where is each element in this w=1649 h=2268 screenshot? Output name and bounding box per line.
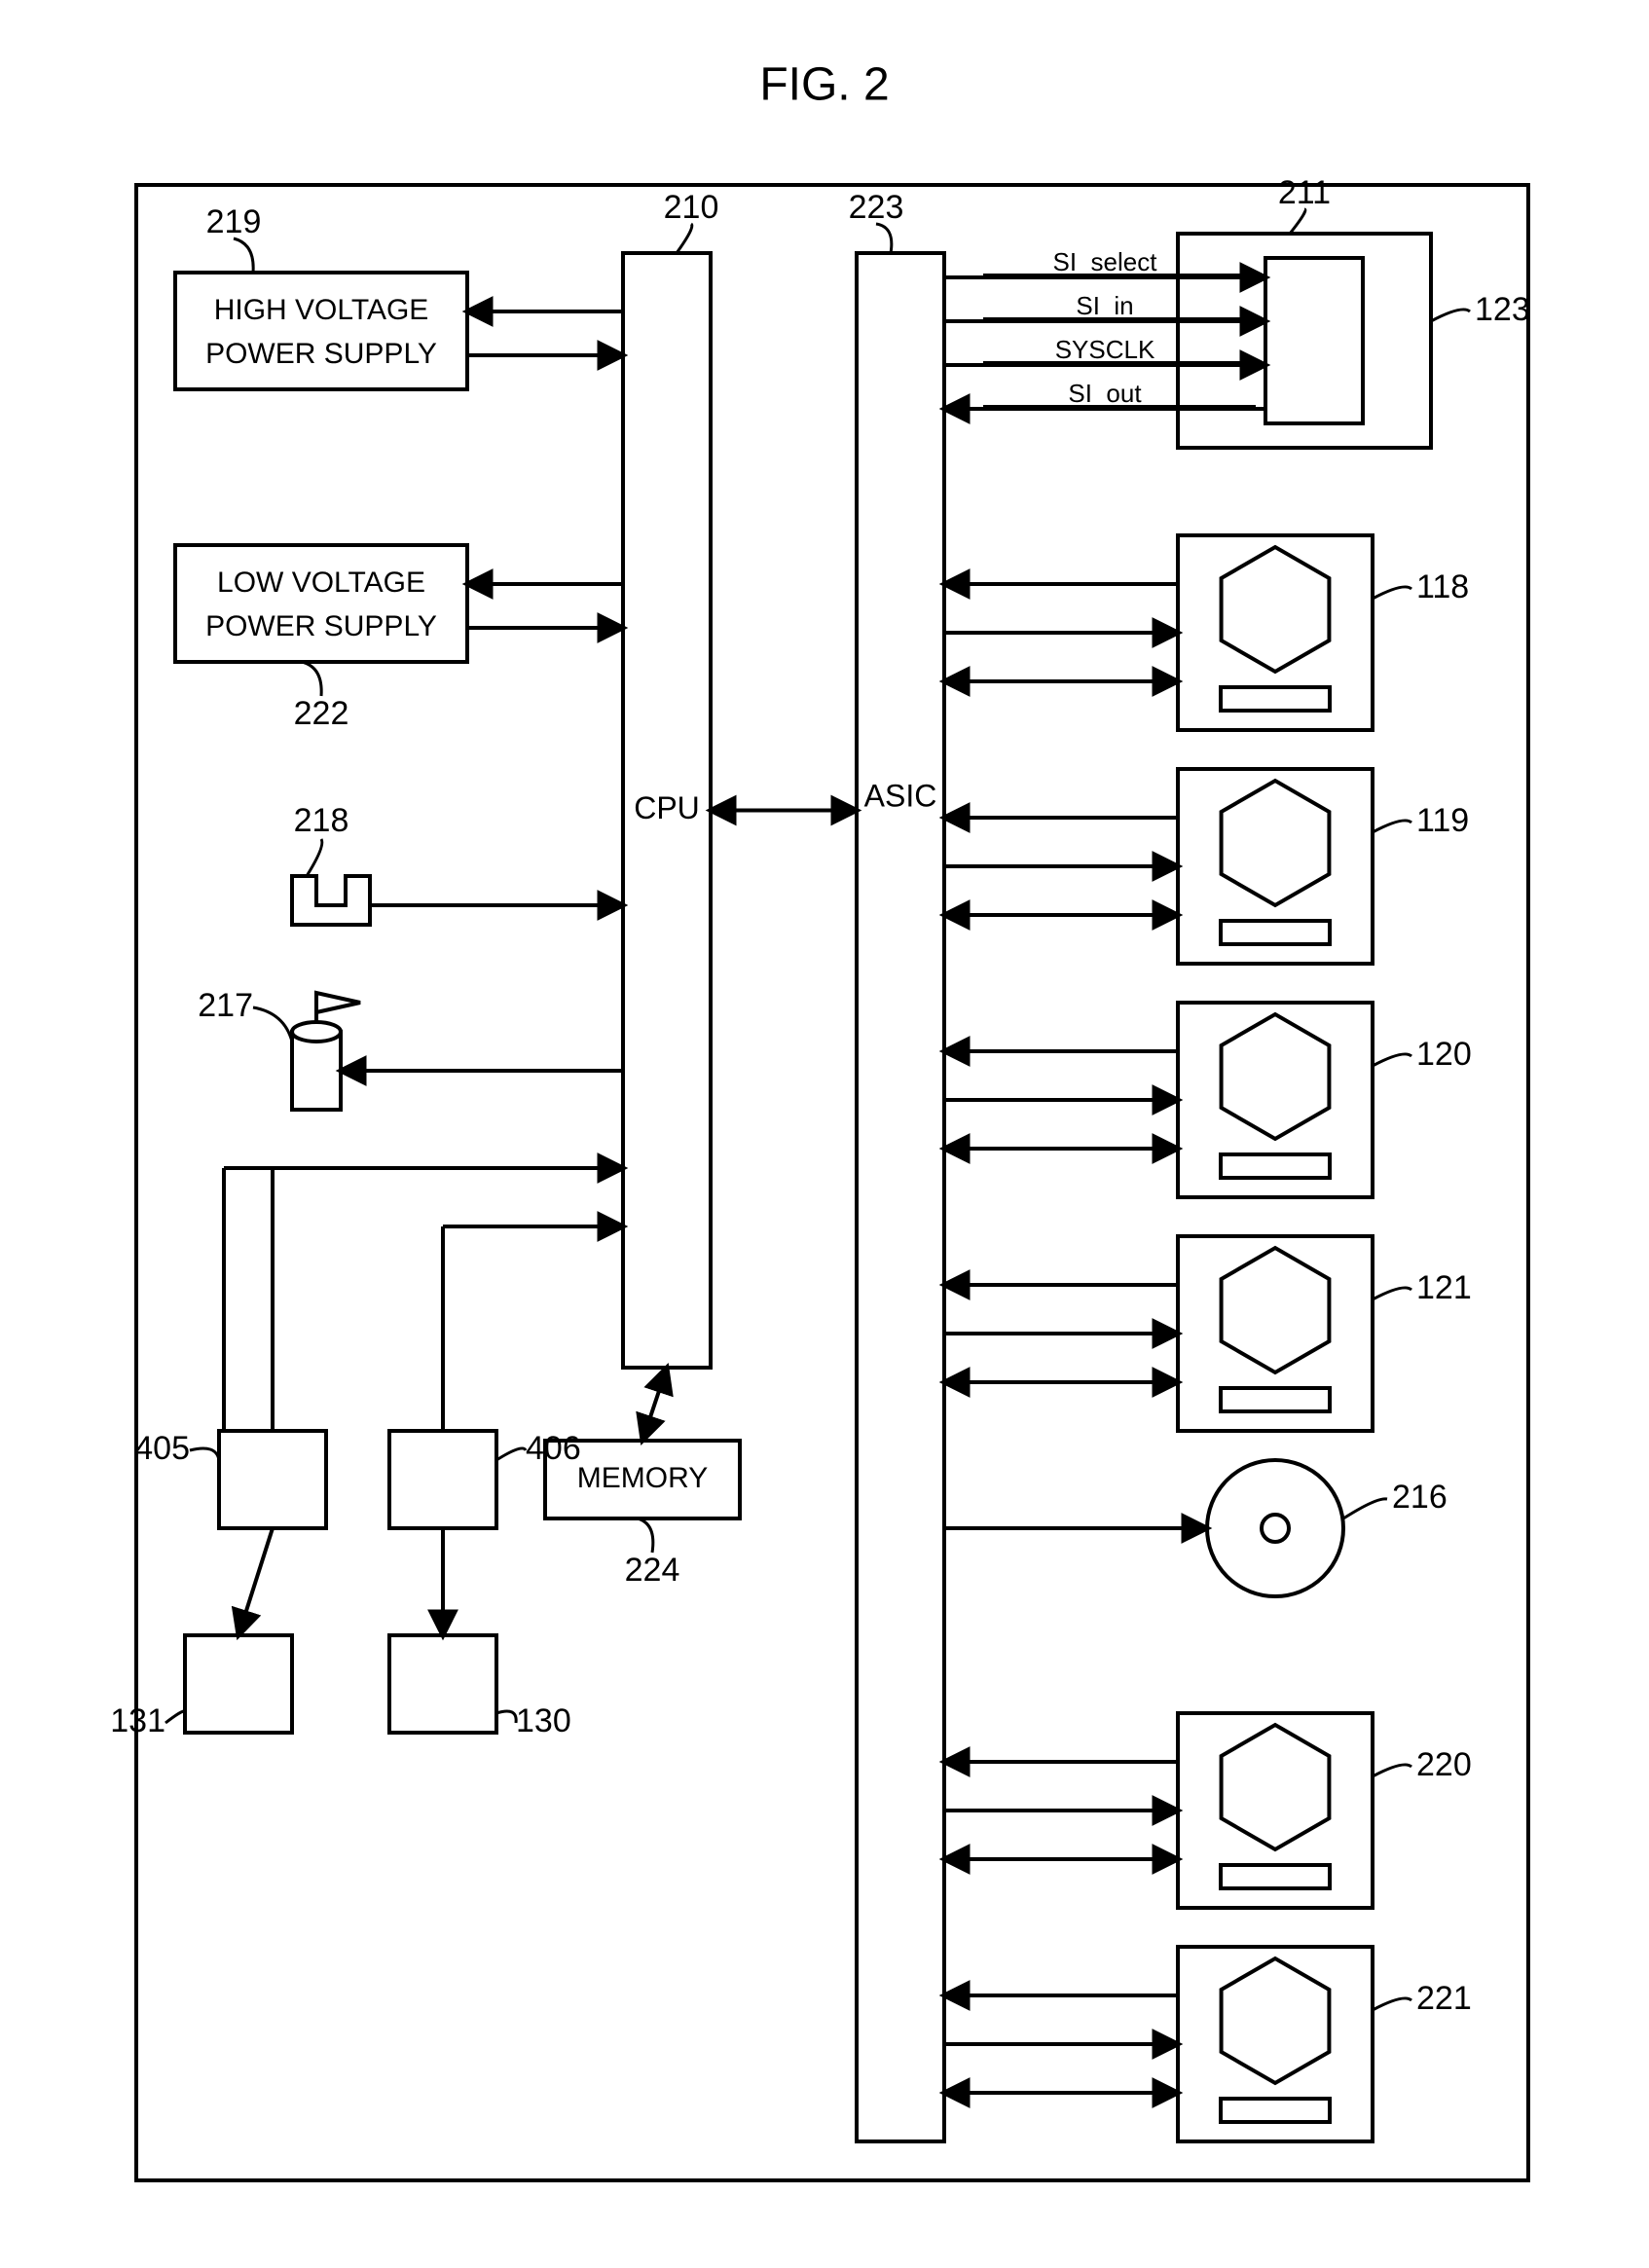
ref-218: 218 [294,802,349,839]
driver-box-120 [1178,1003,1373,1197]
lv-supply-block [175,545,467,662]
asic-block [857,253,944,2141]
motor-217-top [292,1022,341,1042]
box-131 [185,1635,292,1733]
figure-title: FIG. 2 [759,59,889,111]
ref-131: 131 [110,1702,165,1739]
lv-line1: LOW VOLTAGE [217,567,425,599]
ref-121: 121 [1416,1269,1472,1306]
lv-line2: POWER SUPPLY [205,610,437,642]
ref-406: 406 [526,1430,581,1467]
cpu-memory-link [642,1368,667,1441]
ref-119: 119 [1416,802,1469,839]
ref-222: 222 [294,695,349,732]
slot-221 [1221,2099,1330,2122]
motor-217-flag [316,993,360,1022]
ref-221: 221 [1416,1980,1472,2017]
leader [496,1711,516,1723]
box-405 [219,1431,326,1528]
box-406 [389,1431,496,1528]
hex-icon-119 [1222,781,1330,905]
hex-icon-118 [1222,547,1330,672]
driver-box-119 [1178,769,1373,964]
ref-211: 211 [1278,174,1331,211]
slot-119 [1221,921,1330,944]
leader [1373,1054,1411,1066]
sig-label-1: SI_in [1076,291,1133,320]
outer-frame [136,185,1528,2180]
driver-box-220 [1178,1713,1373,1908]
ref-405: 405 [134,1430,190,1467]
hex-icon-120 [1222,1014,1330,1139]
cpu-label: CPU [634,790,700,825]
leader [234,238,253,273]
leader [253,1007,292,1042]
slot-121 [1221,1388,1330,1411]
leader [190,1448,219,1460]
driver-box-221 [1178,1947,1373,2141]
ref-120: 120 [1416,1036,1472,1073]
leader [1373,1998,1411,2010]
ref-130: 130 [516,1702,571,1739]
roller-216-hub [1262,1515,1289,1542]
slot-120 [1221,1154,1330,1178]
slot-118 [1221,687,1330,711]
ref-210: 210 [664,189,719,226]
leader [165,1711,185,1723]
sig-label-2: SYSCLK [1055,335,1155,364]
hex-icon-220 [1222,1725,1330,1849]
leader [496,1448,526,1460]
hex-icon-121 [1222,1248,1330,1372]
memory-label: MEMORY [577,1462,708,1494]
ref-220: 220 [1416,1746,1472,1783]
hv-supply-block [175,273,467,389]
roller-216 [1207,1460,1343,1596]
module-123 [1265,258,1363,423]
asic-label: ASIC [864,778,937,813]
box-130 [389,1635,496,1733]
link-131-405 [238,1528,273,1635]
hv-line2: POWER SUPPLY [205,338,437,370]
leader [1290,209,1305,234]
leader [876,224,892,253]
block-diagram: FIG. 2 CPU 210 ASIC 223 HIGH VOLTAGE POWER SUP… [0,0,1649,2268]
ref-224: 224 [625,1552,680,1589]
driver-box-121 [1178,1236,1373,1431]
sig-label-3: SI_out [1068,379,1142,408]
leader [1431,310,1470,321]
sig-label-0: SI_select [1053,247,1158,276]
leader [1373,1765,1411,1776]
ref-216: 216 [1392,1479,1447,1516]
leader [1373,1288,1411,1299]
ref-219: 219 [206,203,262,240]
ref-123: 123 [1475,291,1530,328]
leader [638,1518,653,1553]
sensor-218-icon [292,876,370,925]
driver-box-118 [1178,535,1373,730]
ref-118: 118 [1416,568,1469,605]
leader [307,839,322,876]
leader [1373,587,1411,599]
leader [302,662,321,696]
ref-223: 223 [849,189,904,226]
hex-icon-221 [1222,1958,1330,2083]
ref-217: 217 [198,987,253,1024]
leader [677,224,692,253]
leader [1343,1499,1387,1518]
leader [1373,821,1411,832]
slot-220 [1221,1865,1330,1888]
hv-line1: HIGH VOLTAGE [214,294,429,326]
module-211 [1178,234,1431,448]
